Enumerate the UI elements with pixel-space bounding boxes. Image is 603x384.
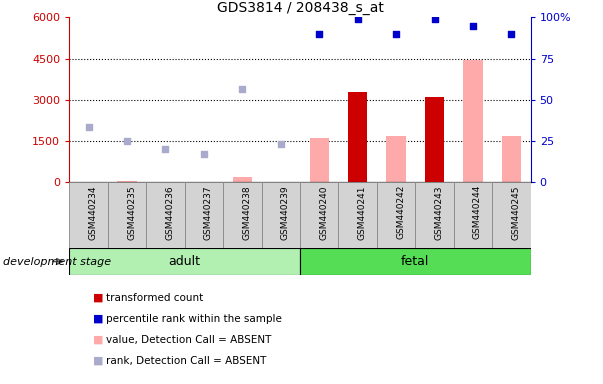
Bar <box>338 182 377 248</box>
Text: ■: ■ <box>93 314 104 324</box>
Bar <box>348 91 367 182</box>
Bar <box>233 177 252 182</box>
Point <box>199 151 209 157</box>
Bar <box>69 182 108 248</box>
Text: GSM440239: GSM440239 <box>281 185 290 240</box>
Text: percentile rank within the sample: percentile rank within the sample <box>106 314 282 324</box>
Text: GSM440237: GSM440237 <box>204 185 213 240</box>
Bar <box>377 182 415 248</box>
Text: GSM440235: GSM440235 <box>127 185 136 240</box>
Bar <box>425 136 444 182</box>
Text: GSM440241: GSM440241 <box>358 185 367 240</box>
Bar <box>300 248 531 275</box>
Text: adult: adult <box>169 255 201 268</box>
Bar <box>309 138 329 182</box>
Bar <box>463 60 482 182</box>
Bar <box>300 182 338 248</box>
Point <box>160 146 170 152</box>
Point <box>238 86 247 92</box>
Text: GSM440238: GSM440238 <box>242 185 251 240</box>
Bar <box>425 97 444 182</box>
Text: GSM440240: GSM440240 <box>319 185 328 240</box>
Bar <box>223 182 262 248</box>
Bar <box>262 182 300 248</box>
Text: fetal: fetal <box>401 255 429 268</box>
Point <box>84 124 93 131</box>
Point <box>430 16 440 22</box>
Point <box>122 138 132 144</box>
Bar <box>492 182 531 248</box>
Bar <box>146 182 185 248</box>
Bar <box>415 182 453 248</box>
Text: GSM440243: GSM440243 <box>435 185 444 240</box>
Text: value, Detection Call = ABSENT: value, Detection Call = ABSENT <box>106 335 271 345</box>
Point <box>353 16 362 22</box>
Text: transformed count: transformed count <box>106 293 203 303</box>
Bar <box>69 248 300 275</box>
Text: GSM440236: GSM440236 <box>165 185 174 240</box>
Text: ■: ■ <box>93 356 104 366</box>
Bar <box>118 181 137 182</box>
Text: GSM440234: GSM440234 <box>89 185 98 240</box>
Text: development stage: development stage <box>3 257 111 266</box>
Text: GSM440244: GSM440244 <box>473 185 482 239</box>
Bar <box>108 182 146 248</box>
Point <box>276 141 286 147</box>
Point <box>314 31 324 37</box>
Bar <box>502 136 521 182</box>
Bar <box>185 182 223 248</box>
Bar <box>348 138 367 182</box>
Bar <box>454 182 492 248</box>
Point <box>391 31 401 37</box>
Text: ■: ■ <box>93 335 104 345</box>
Text: GSM440242: GSM440242 <box>396 185 405 239</box>
Text: GSM440245: GSM440245 <box>511 185 520 240</box>
Text: ■: ■ <box>93 293 104 303</box>
Text: rank, Detection Call = ABSENT: rank, Detection Call = ABSENT <box>106 356 266 366</box>
Bar <box>387 136 406 182</box>
Point <box>507 31 516 37</box>
Title: GDS3814 / 208438_s_at: GDS3814 / 208438_s_at <box>216 1 384 15</box>
Point <box>468 22 478 28</box>
